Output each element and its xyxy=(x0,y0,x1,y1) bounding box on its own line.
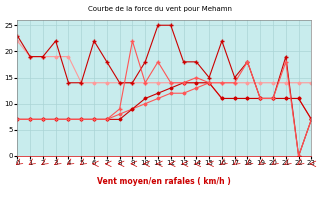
X-axis label: Vent moyen/en rafales ( km/h ): Vent moyen/en rafales ( km/h ) xyxy=(98,177,231,186)
Text: Courbe de la force du vent pour Mehamn: Courbe de la force du vent pour Mehamn xyxy=(88,6,232,12)
